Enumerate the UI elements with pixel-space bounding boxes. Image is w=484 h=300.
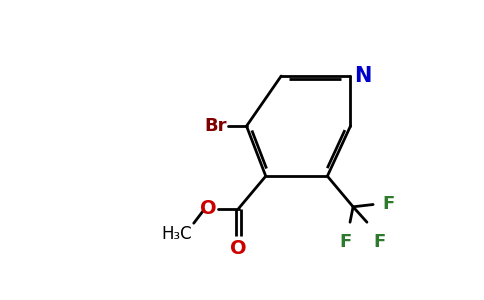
Text: H₃C: H₃C xyxy=(162,225,192,243)
Text: F: F xyxy=(373,233,385,251)
Text: O: O xyxy=(199,199,216,218)
Text: O: O xyxy=(230,238,247,258)
Text: Br: Br xyxy=(204,117,227,135)
Text: F: F xyxy=(382,195,394,213)
Text: F: F xyxy=(339,233,351,251)
Text: N: N xyxy=(354,66,372,86)
